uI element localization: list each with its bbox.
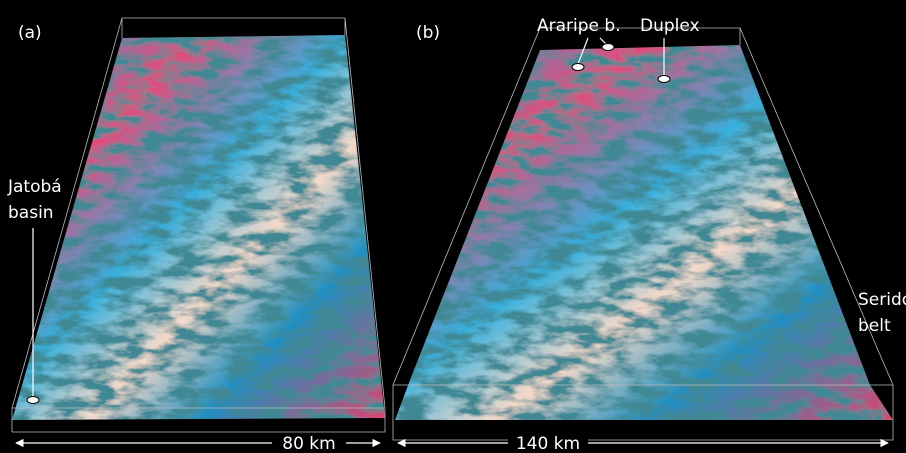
annotation: Araripe b.: [537, 16, 621, 36]
annotation: Seridó: [858, 290, 906, 310]
panel-label: (b): [416, 23, 440, 43]
annotation: basin: [8, 203, 54, 223]
figure: (a) Jatobá basin 80 km (b) Araripe b. Du…: [0, 0, 906, 453]
marker: [602, 44, 614, 51]
scale-label: 140 km: [516, 434, 580, 453]
panel-label: (a): [18, 23, 42, 43]
annotation: belt: [858, 316, 891, 336]
marker: [27, 397, 39, 404]
terrain-b: [395, 45, 893, 420]
annotation: Duplex: [640, 16, 700, 36]
panel-b: (b) Araripe b. Duplex Seridó belt 140 km: [393, 16, 906, 453]
scale-label: 80 km: [282, 434, 335, 453]
terrain-a: [12, 35, 385, 420]
marker: [572, 64, 584, 71]
panel-a: (a) Jatobá basin 80 km: [7, 18, 385, 453]
annotation: Jatobá: [7, 177, 62, 197]
marker: [658, 76, 670, 83]
